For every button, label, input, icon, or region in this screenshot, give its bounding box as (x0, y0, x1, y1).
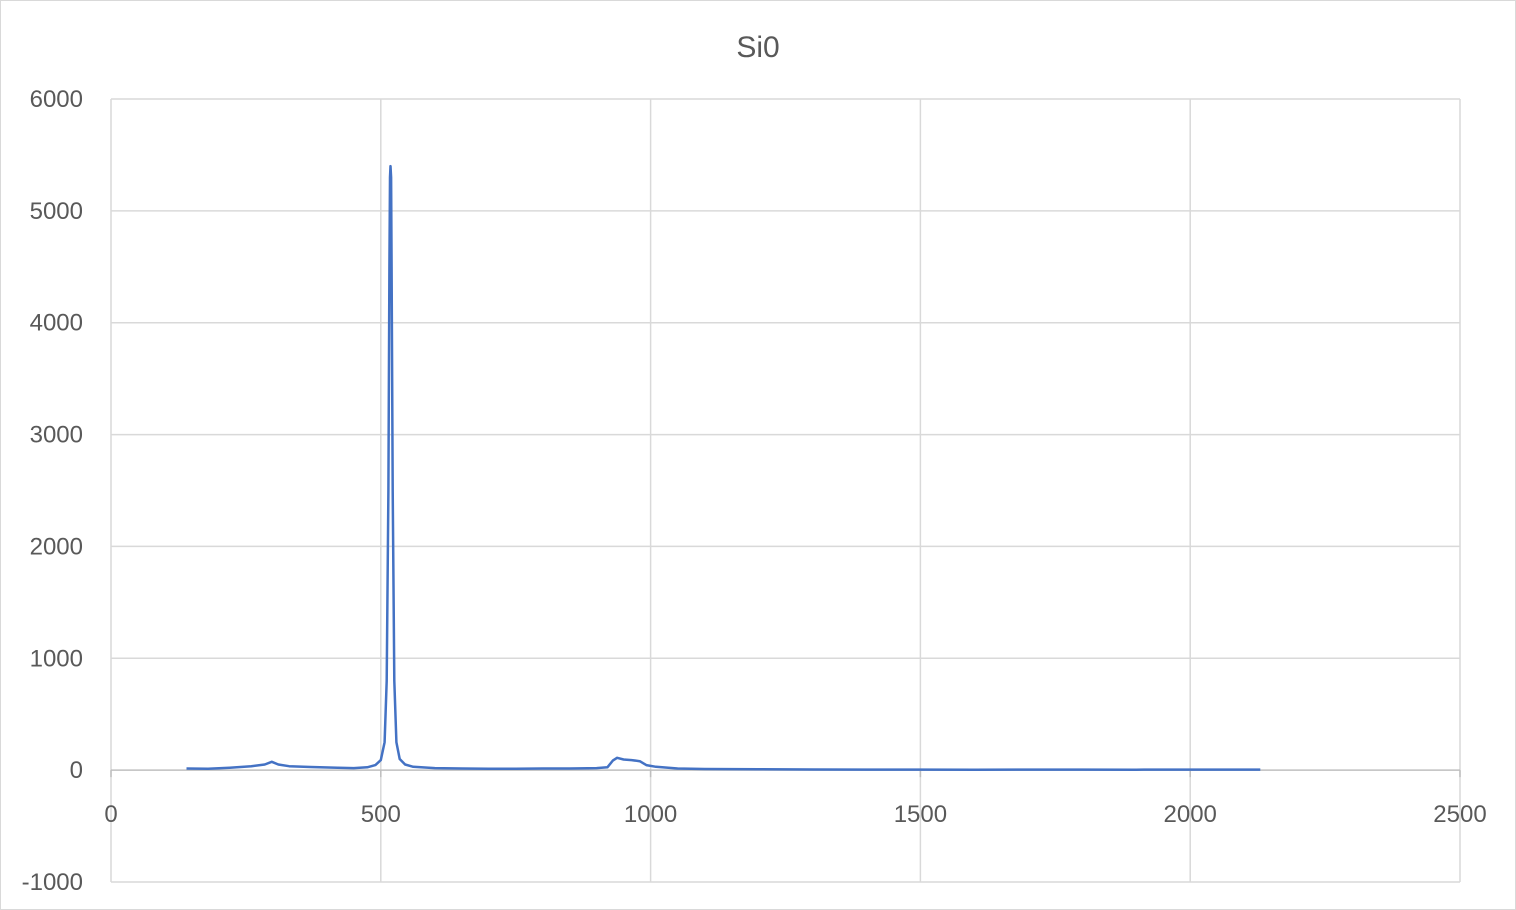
y-tick-label: 3000 (30, 422, 83, 449)
y-tick-label: 0 (70, 757, 83, 784)
y-tick-label: 2000 (30, 533, 83, 560)
axes: -1000 0 1000 2000 3000 4000 5000 6000 0 500 1000 15… (22, 86, 1487, 896)
y-tick-label: -1000 (22, 869, 83, 896)
x-tick-label: 1000 (624, 801, 677, 828)
y-tick-label: 1000 (30, 645, 83, 672)
y-tick-label: 6000 (30, 86, 83, 113)
x-tick-label: 2000 (1164, 801, 1217, 828)
x-tick-label: 500 (361, 801, 401, 828)
x-tick-label: 1500 (894, 801, 947, 828)
x-tick-label: 2500 (1433, 801, 1486, 828)
y-tick-label: 4000 (30, 310, 83, 337)
series-layer (186, 164, 1261, 771)
chart-title: Si0 (736, 31, 779, 64)
gridlines (110, 98, 1461, 883)
x-tick-label: 0 (104, 801, 117, 828)
series-line (186, 164, 1261, 771)
y-tick-label: 5000 (30, 198, 83, 225)
